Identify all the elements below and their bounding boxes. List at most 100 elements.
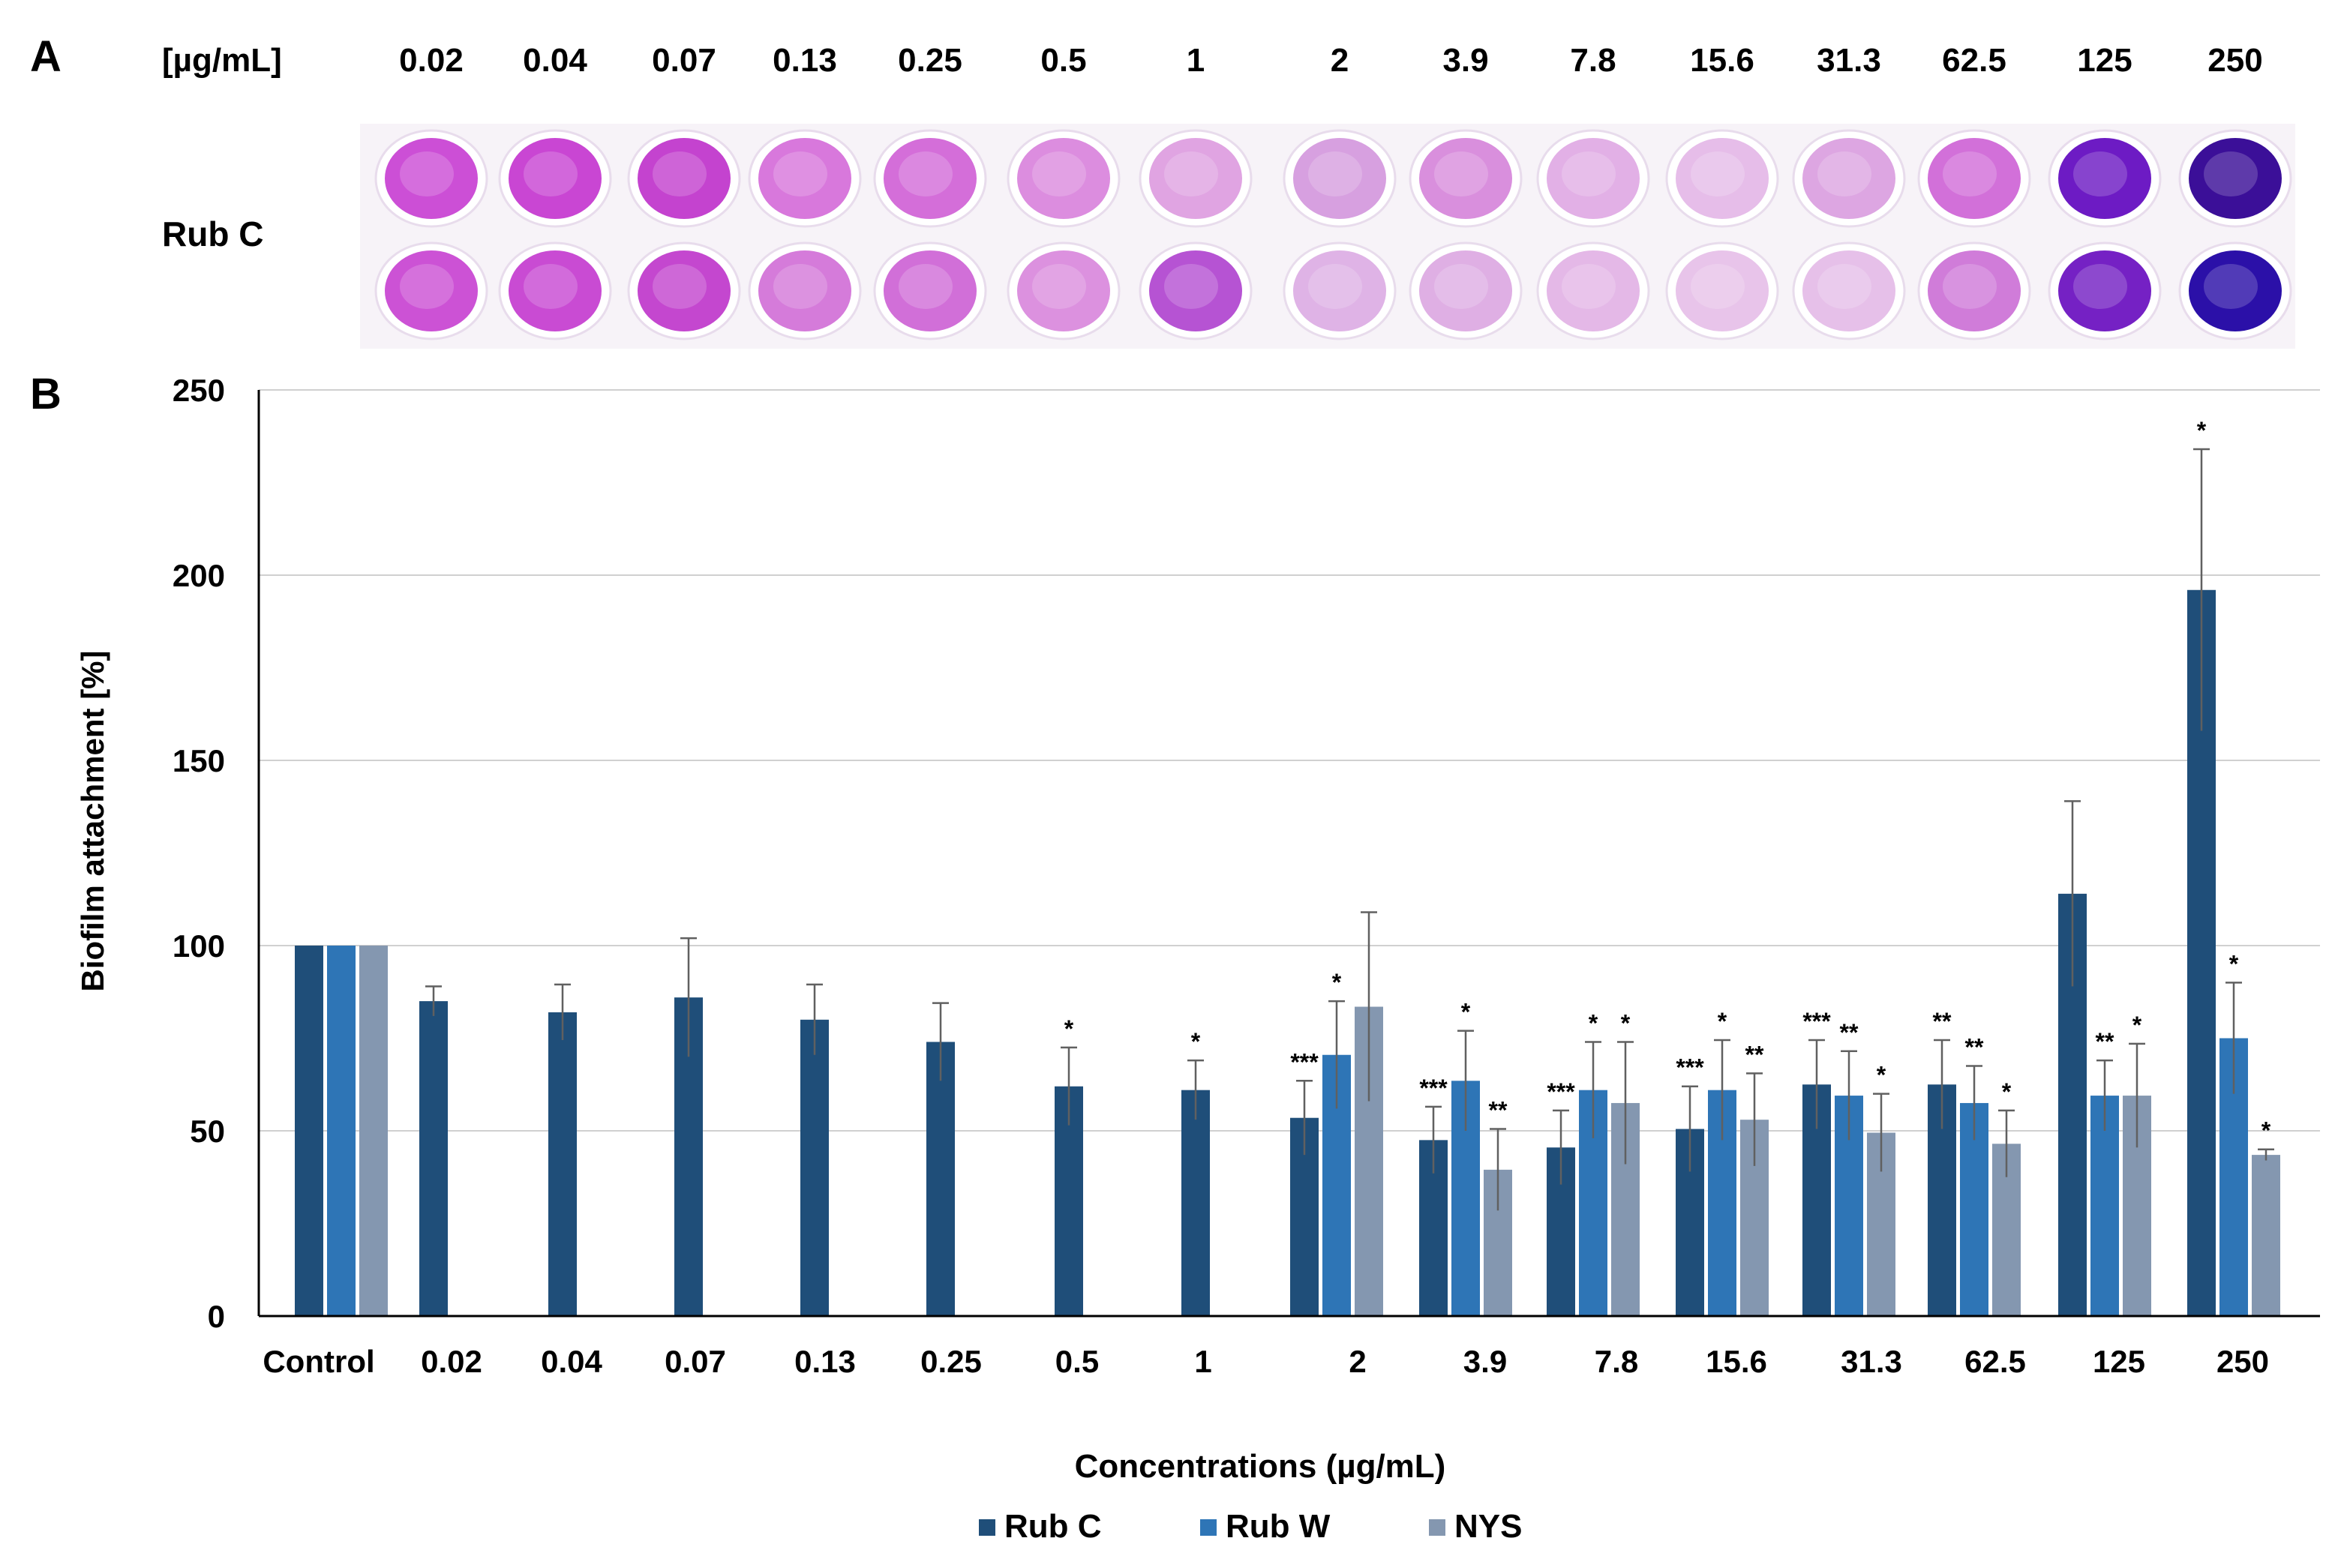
x-tick-label: 0.25 [920, 1344, 982, 1379]
legend-item: NYS [1429, 1508, 1522, 1545]
error-bar [2096, 1059, 2113, 1131]
significance-marker: *** [1419, 1075, 1448, 1102]
significance-marker: * [2261, 1117, 2271, 1144]
concentration-label: 0.02 [399, 42, 464, 79]
legend-swatch [1429, 1519, 1445, 1536]
x-tick-label: 125 [2093, 1344, 2145, 1379]
legend-swatch [1200, 1519, 1217, 1536]
significance-marker: ** [1489, 1097, 1508, 1124]
error-bar [1808, 1039, 1825, 1129]
error-bar [2129, 1042, 2145, 1148]
y-tick-label: 250 [173, 373, 225, 408]
significance-marker: * [2132, 1012, 2142, 1039]
significance-marker: * [1589, 1009, 1598, 1036]
error-bar [1841, 1050, 1857, 1141]
panel-a-plate: A [µg/mL] Rub C 0.02 0.04 0.07 0.13 0.25 0.5 1… [30, 32, 2295, 349]
plate-well [1536, 241, 1650, 340]
plate-well [1792, 129, 1906, 228]
error-bar [2193, 448, 2210, 731]
concentration-label: 0.13 [773, 42, 837, 79]
error-bar [1328, 1000, 1345, 1109]
concentration-label: 0.07 [652, 42, 716, 79]
significance-marker: *** [1547, 1078, 1575, 1105]
error-bar [1061, 1046, 1077, 1126]
x-axis-title: Concentrations (µg/mL) [1075, 1448, 1446, 1485]
bar-nys [2252, 1155, 2280, 1316]
bar-rub-c [1181, 1090, 1210, 1316]
plate-well [2048, 129, 2162, 228]
plate-well [1792, 241, 1906, 340]
plate-row-label: Rub C [162, 214, 263, 253]
significance-marker: * [1332, 969, 1342, 996]
concentration-label: 0.25 [898, 42, 962, 79]
plate-well [1917, 241, 2031, 340]
plate-well [627, 241, 741, 340]
panel-b-label: B [30, 370, 62, 418]
plate-well [1139, 241, 1253, 340]
significance-marker: *** [1802, 1008, 1831, 1035]
significance-marker: ** [1840, 1019, 1859, 1046]
panel-a-label: A [30, 32, 62, 81]
error-bar [1873, 1093, 1889, 1172]
plate-well [1917, 129, 2031, 228]
plate-well [1536, 129, 1650, 228]
concentration-label: 0.5 [1040, 42, 1086, 79]
plate-well [1665, 129, 1779, 228]
plate-well [1007, 129, 1121, 228]
plate-well [1283, 129, 1397, 228]
x-tick-label: 1 [1194, 1344, 1211, 1379]
error-bar [1361, 911, 1377, 1102]
error-bar [1425, 1105, 1442, 1174]
x-tick-label: 0.5 [1055, 1344, 1099, 1379]
bar-rub-c [295, 946, 323, 1316]
gridlines [259, 389, 2320, 1132]
concentration-label: 3.9 [1442, 42, 1488, 79]
x-tick-label: 0.07 [665, 1344, 726, 1379]
error-bar [2225, 982, 2242, 1094]
x-tick-label: 0.02 [421, 1344, 482, 1379]
plate-well [2048, 241, 2162, 340]
error-bar [2258, 1148, 2274, 1161]
plate-well [1283, 241, 1397, 340]
error-bar [680, 937, 697, 1057]
legend-label: NYS [1454, 1508, 1522, 1545]
significance-marker: * [2229, 950, 2239, 977]
plate-well [748, 241, 862, 340]
concentration-label: 2 [1331, 42, 1349, 79]
significance-marker: * [1191, 1028, 1201, 1055]
y-tick-label: 50 [190, 1114, 225, 1149]
significance-marker: * [2002, 1078, 2012, 1105]
plate-well [1409, 241, 1523, 340]
significance-marker: ** [1745, 1041, 1764, 1068]
error-bar [1553, 1109, 1569, 1185]
error-bar [1296, 1080, 1313, 1156]
bar-rub-c [926, 1042, 955, 1316]
significance-marker: ** [2096, 1028, 2114, 1055]
x-tick-label: 250 [2216, 1344, 2269, 1379]
y-tick-label: 0 [208, 1299, 225, 1334]
error-bar [1998, 1109, 2015, 1177]
bar-rub-c [419, 1001, 448, 1316]
y-tick-label: 100 [173, 928, 225, 964]
legend-label: Rub C [1004, 1508, 1102, 1545]
y-tick-label: 150 [173, 743, 225, 778]
x-tick-label: 31.3 [1841, 1344, 1902, 1379]
bar-rub-w [327, 946, 356, 1316]
plate-well [2178, 241, 2292, 340]
significance-marker: * [1064, 1015, 1074, 1042]
concentration-label: 15.6 [1690, 42, 1754, 79]
x-tick-label: 2 [1349, 1344, 1366, 1379]
error-bars [425, 448, 2274, 1211]
error-bar [425, 985, 442, 1016]
concentration-label: 250 [2207, 42, 2262, 79]
legend-item: Rub C [979, 1508, 1102, 1545]
significance-marker: *** [1676, 1054, 1704, 1081]
plate-well [748, 129, 862, 228]
plate-well [873, 241, 987, 340]
error-bar [2064, 800, 2081, 987]
legend-label: Rub W [1226, 1508, 1331, 1545]
significance-marker: ** [1965, 1034, 1984, 1061]
legend-swatch [979, 1519, 995, 1536]
